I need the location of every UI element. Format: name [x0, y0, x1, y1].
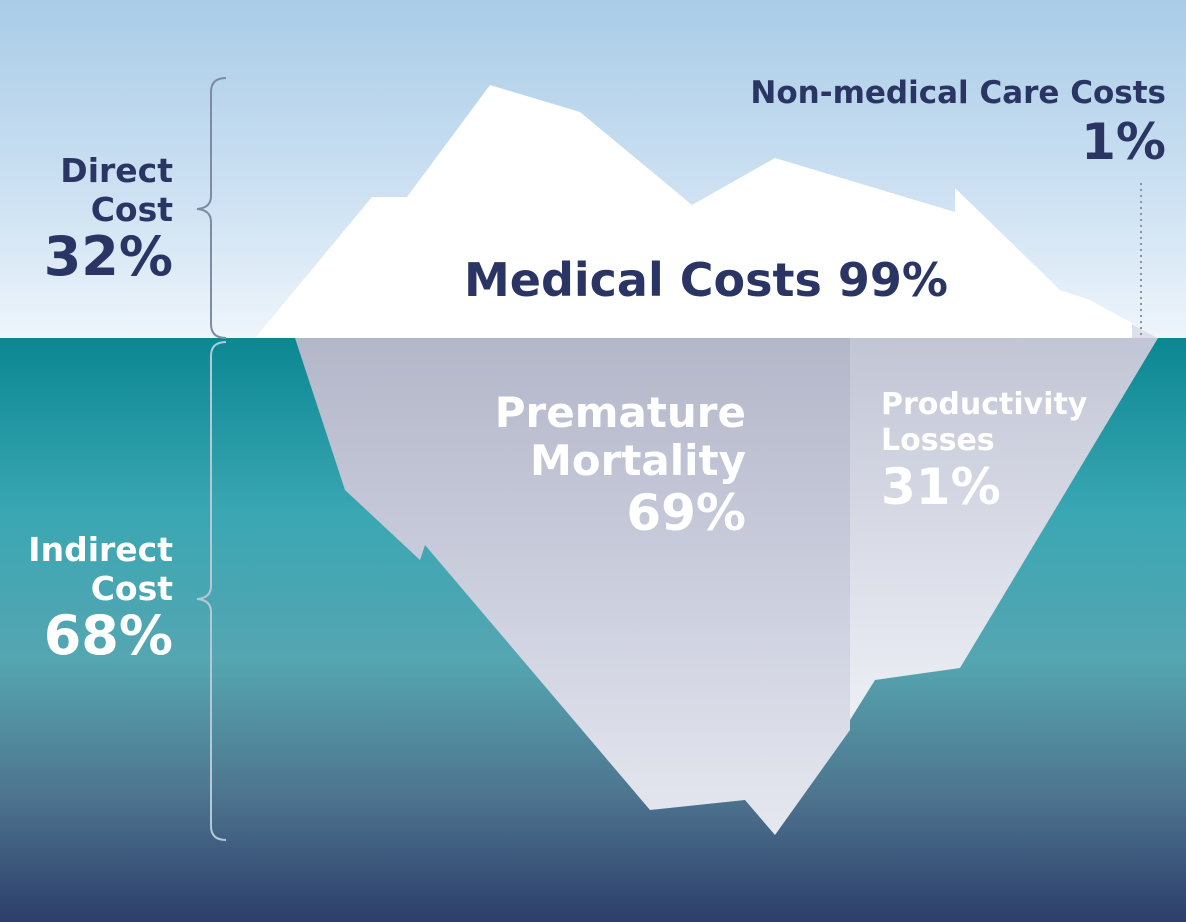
- direct-cost-line2: Cost: [90, 190, 173, 229]
- productivity-line1: Productivity: [881, 387, 1088, 422]
- iceberg-tip: [255, 85, 1157, 338]
- premature-line2: Mortality: [529, 436, 746, 485]
- direct-cost-brace: [196, 77, 227, 339]
- direct-cost-line1: Direct: [60, 151, 173, 190]
- productivity-percent: 31%: [881, 458, 1001, 516]
- premature-percent: 69%: [626, 484, 746, 542]
- medical-costs-label: Medical Costs 99%: [464, 253, 948, 307]
- premature-line1: Premature: [494, 388, 746, 437]
- iceberg-submerged-productivity: [850, 338, 1158, 720]
- indirect-cost-percent: 68%: [43, 604, 173, 667]
- iceberg-submerged-premature: [295, 338, 850, 835]
- indirect-cost-brace: [196, 341, 227, 841]
- indirect-cost-line2: Cost: [90, 569, 173, 608]
- iceberg-tip-sliver: [1132, 324, 1157, 338]
- non-medical-text: Non-medical Care Costs: [750, 75, 1166, 111]
- premature-mortality-label: Premature Mortality 69%: [494, 388, 746, 542]
- productivity-line2: Losses: [881, 423, 995, 458]
- direct-cost-label: Direct Cost 32%: [44, 154, 173, 284]
- productivity-losses-label: Productivity Losses 31%: [881, 387, 1088, 516]
- indirect-cost-line1: Indirect: [28, 530, 173, 569]
- direct-cost-percent: 32%: [43, 225, 173, 288]
- non-medical-percent: 1%: [1081, 113, 1166, 171]
- indirect-cost-label: Indirect Cost 68%: [28, 533, 173, 663]
- non-medical-label: Non-medical Care Costs 1%: [750, 75, 1166, 171]
